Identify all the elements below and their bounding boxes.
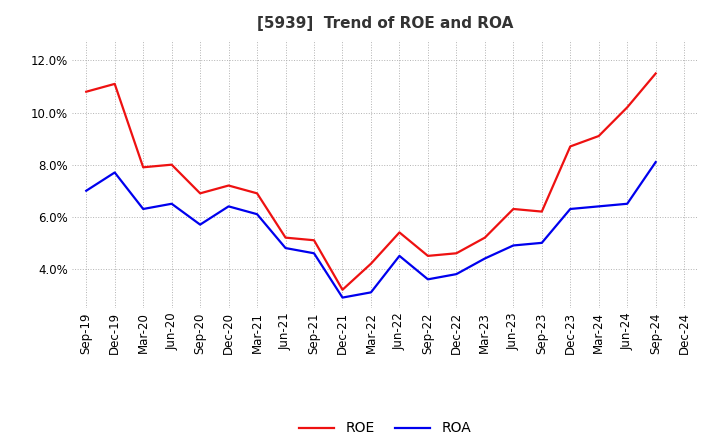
ROE: [366, 261, 375, 266]
ROA: [82, 188, 91, 193]
ROE: [652, 71, 660, 76]
Line: ROE: ROE: [86, 73, 656, 290]
ROE: [423, 253, 432, 259]
ROA: [282, 246, 290, 251]
ROA: [225, 204, 233, 209]
ROE: [225, 183, 233, 188]
ROA: [196, 222, 204, 227]
ROA: [652, 159, 660, 165]
ROE: [338, 287, 347, 293]
ROE: [139, 165, 148, 170]
ROE: [480, 235, 489, 240]
ROE: [253, 191, 261, 196]
ROE: [623, 105, 631, 110]
ROA: [509, 243, 518, 248]
ROE: [196, 191, 204, 196]
ROA: [566, 206, 575, 212]
Title: [5939]  Trend of ROE and ROA: [5939] Trend of ROE and ROA: [257, 16, 513, 32]
ROA: [338, 295, 347, 300]
ROE: [566, 144, 575, 149]
ROA: [480, 256, 489, 261]
ROE: [509, 206, 518, 212]
ROE: [167, 162, 176, 167]
ROA: [366, 290, 375, 295]
ROA: [623, 201, 631, 206]
ROE: [595, 133, 603, 139]
ROA: [253, 212, 261, 217]
ROE: [82, 89, 91, 94]
ROA: [139, 206, 148, 212]
ROA: [310, 251, 318, 256]
ROA: [395, 253, 404, 259]
Legend: ROE, ROA: ROE, ROA: [294, 415, 477, 440]
ROA: [423, 277, 432, 282]
ROE: [282, 235, 290, 240]
ROA: [537, 240, 546, 246]
ROA: [110, 170, 119, 175]
ROE: [310, 238, 318, 243]
ROA: [167, 201, 176, 206]
ROE: [110, 81, 119, 87]
ROA: [452, 271, 461, 277]
ROE: [452, 251, 461, 256]
ROE: [537, 209, 546, 214]
Line: ROA: ROA: [86, 162, 656, 297]
ROA: [595, 204, 603, 209]
ROE: [395, 230, 404, 235]
